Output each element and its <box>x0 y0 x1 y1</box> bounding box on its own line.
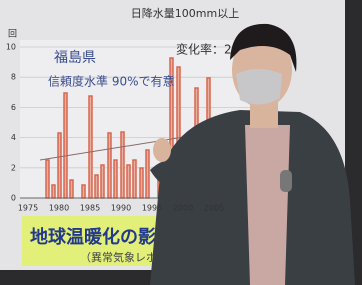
region: 福島県 <box>54 50 96 66</box>
chart-title: 日降水量100mm以上 <box>131 6 239 20</box>
bar <box>101 165 104 198</box>
mask <box>236 69 282 105</box>
bar <box>82 185 85 198</box>
x-tick-label: 1995 <box>142 204 162 213</box>
hand <box>153 138 171 162</box>
bar <box>127 165 130 198</box>
bar <box>95 175 98 198</box>
bar <box>146 150 149 198</box>
y-tick-label: 2 <box>11 163 16 172</box>
bar <box>64 93 67 198</box>
bar <box>58 133 61 198</box>
bar <box>108 133 111 198</box>
shirt <box>245 125 290 285</box>
y-tick-label: 8 <box>11 73 16 82</box>
y-tick-label: 4 <box>11 133 16 142</box>
significance: 信頼度水準 90%で有意 <box>48 74 175 89</box>
bar <box>46 160 49 198</box>
bar <box>70 180 73 198</box>
bar <box>114 160 117 198</box>
x-tick-label: 2005 <box>204 204 224 213</box>
y-tick-label: 0 <box>11 194 16 203</box>
microphone <box>280 170 292 192</box>
y-tick-label: 10 <box>6 43 16 52</box>
x-tick-label: 1990 <box>111 204 131 213</box>
bar <box>52 185 55 198</box>
photo: 日降水量100mm以上 回 福島県 変化率：2.5 信頼度水準 90%で有意 地… <box>0 0 362 285</box>
bar <box>133 160 136 198</box>
x-tick-label: 1980 <box>49 204 69 213</box>
x-tick-label: 2000 <box>173 204 193 213</box>
unit: 回 <box>8 29 17 40</box>
bar <box>140 168 143 198</box>
bar <box>89 96 92 198</box>
y-tick-label: 6 <box>11 103 16 112</box>
x-tick-label: 1975 <box>18 204 38 213</box>
bar <box>121 132 124 198</box>
x-tick-label: 1985 <box>80 204 100 213</box>
